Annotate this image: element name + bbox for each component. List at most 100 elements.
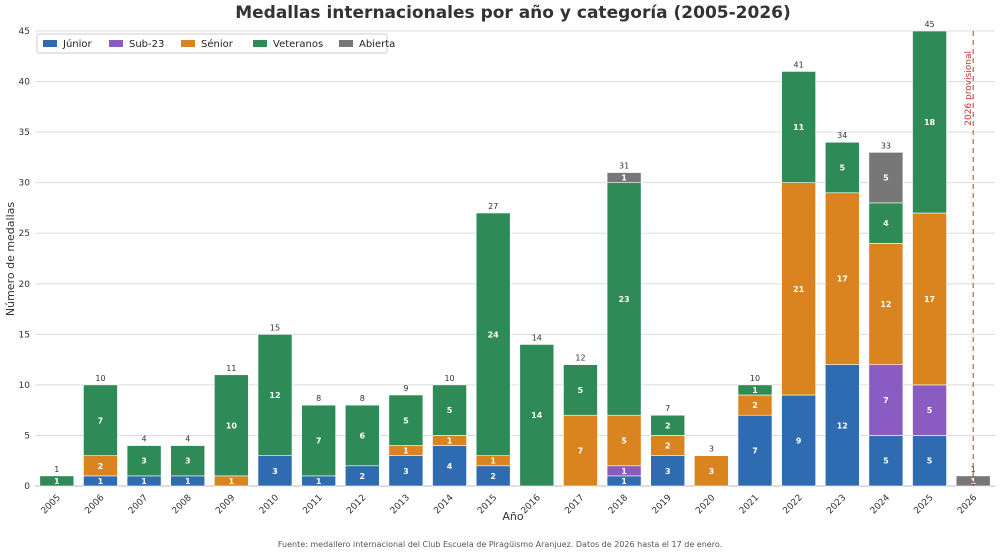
segment-value-label: 3 [709, 467, 715, 476]
segment-value-label: 7 [578, 447, 584, 456]
segment-value-label: 5 [927, 457, 933, 466]
bar-total-label: 27 [488, 202, 498, 211]
x-tick-label: 2006 [83, 493, 106, 516]
segment-value-label: 23 [619, 295, 630, 304]
bar-segment-veteranos [912, 30, 947, 214]
legend-box [36, 33, 388, 54]
bar-total-label: 4 [142, 435, 147, 444]
x-tick-label: 2013 [389, 493, 412, 516]
segment-value-label: 1 [98, 477, 104, 486]
bar-segment-veteranos [606, 182, 642, 416]
bar-total-label: 33 [881, 141, 891, 150]
bar-segment-júnior [868, 435, 904, 487]
segment-value-label: 1 [447, 437, 453, 446]
bar-segment-veteranos [781, 71, 816, 183]
bar-total-label: 10 [750, 374, 760, 383]
segment-value-label: 9 [796, 437, 802, 446]
segment-value-label: 5 [621, 437, 627, 446]
bar-total-label: 8 [360, 394, 365, 403]
y-tick-label: 0 [24, 482, 30, 492]
segment-value-label: 7 [752, 447, 758, 456]
y-tick-label: 20 [19, 280, 31, 290]
bar-segment-sénior [563, 414, 598, 487]
bar-total-label: 9 [403, 384, 408, 393]
segment-value-label: 21 [793, 285, 805, 294]
segment-value-label: 2 [752, 401, 758, 410]
x-tick-label: 2019 [651, 493, 674, 516]
bar-segment-sénior [912, 212, 947, 386]
x-tick-label: 2018 [607, 493, 630, 516]
bar-segment-veteranos [563, 364, 598, 416]
legend-label: Sénior [201, 38, 234, 50]
bar-segment-veteranos [519, 344, 555, 487]
legend-label: Veteranos [273, 39, 323, 50]
legend-swatch [181, 40, 195, 47]
legend-label: Abierta [359, 39, 395, 50]
y-tick-label: 15 [19, 330, 30, 340]
bar-segment-sénior [606, 414, 642, 467]
bar-segment-júnior [781, 394, 816, 487]
y-tick-label: 35 [19, 128, 30, 138]
segment-value-label: 1 [490, 457, 496, 466]
bar-total-label: 1 [54, 465, 59, 474]
bar-segment-veteranos [170, 445, 206, 477]
legend-label: Sub-23 [129, 39, 164, 50]
segment-value-label: 14 [531, 411, 543, 420]
x-tick-label: 2021 [738, 493, 761, 516]
segment-value-label: 12 [880, 300, 891, 309]
y-tick-label: 45 [19, 27, 30, 37]
x-tick-label: 2008 [171, 493, 194, 516]
x-tick-label: 2005 [40, 493, 63, 516]
segment-value-label: 12 [269, 391, 280, 400]
bar-segment-júnior [388, 455, 424, 487]
bar-segment-abierta [868, 152, 904, 204]
source-note: Fuente: medallero internacional del Club… [278, 540, 722, 549]
bar-segment-júnior [737, 414, 773, 487]
bar-segment-veteranos [301, 404, 336, 477]
bar-total-label: 12 [575, 354, 585, 363]
segment-value-label: 1 [185, 477, 191, 486]
bar-segment-veteranos [388, 394, 424, 446]
x-tick-label: 2025 [912, 493, 935, 516]
bar-total-label: 8 [316, 394, 321, 403]
x-tick-label: 2011 [301, 493, 324, 516]
bar-segment-sénior [868, 243, 904, 365]
segment-value-label: 4 [883, 219, 889, 228]
bar-total-label: 15 [270, 323, 280, 332]
legend-swatch [339, 40, 353, 47]
x-tick-label: 2014 [432, 493, 455, 516]
bar-segment-júnior [432, 445, 467, 487]
bar-segment-sénior [824, 192, 860, 365]
chart-title: Medallas internacionales por año y categ… [235, 3, 791, 23]
x-tick-label: 2015 [476, 493, 499, 516]
bar-segment-veteranos [257, 334, 293, 456]
segment-value-label: 7 [98, 416, 104, 425]
bar-segment-veteranos [214, 374, 249, 477]
segment-value-label: 6 [359, 431, 365, 440]
segment-value-label: 2 [490, 472, 496, 481]
bar-segment-sénior [781, 182, 816, 396]
bar-total-label: 45 [924, 20, 934, 29]
y-tick-label: 25 [19, 229, 30, 239]
y-axis-title: Número de medallas [4, 202, 17, 316]
bar-total-label: 31 [619, 162, 629, 171]
segment-value-label: 7 [316, 437, 322, 446]
provisional-label: 2026 provisional [964, 51, 974, 126]
y-tick-label: 40 [19, 78, 31, 88]
bar-total-label: 14 [532, 333, 542, 342]
segment-value-label: 1 [752, 386, 758, 395]
segment-value-label: 5 [927, 406, 933, 415]
bar-segment-veteranos [344, 404, 380, 467]
y-tick-label: 30 [19, 179, 31, 189]
bar-total-label: 34 [837, 131, 847, 140]
y-tick-label: 10 [19, 381, 31, 391]
bar-segment-veteranos [650, 414, 686, 436]
bars: 1112710134134110113121517826831594151021… [39, 20, 991, 487]
segment-value-label: 1 [316, 477, 322, 486]
bar-segment-sub-23 [868, 364, 904, 436]
segment-value-label: 24 [488, 330, 500, 339]
segment-value-label: 11 [793, 123, 805, 132]
segment-value-label: 5 [839, 164, 845, 173]
bar-segment-abierta [606, 172, 642, 183]
